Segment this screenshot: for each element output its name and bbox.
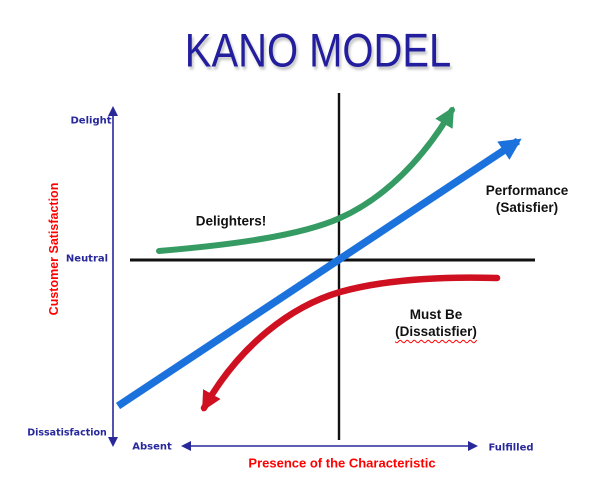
x-tick-absent: Absent [132,441,172,453]
y-tick-neutral: Neutral [65,253,109,265]
y-tick-delight: Delight [70,115,112,127]
performance-label-line2: (Satisfier) [495,200,559,215]
x-tick-fulfilled: Fulfilled [488,442,534,454]
must-be-label: Must Be (Dissatisfier) [395,306,477,340]
x-axis-title: Presence of the Characteristic [248,455,436,471]
performance-line [115,137,522,410]
must-be-label-line2: (Dissatisfier) [395,324,477,339]
page-title: KANO MODEL [184,23,452,77]
performance-label: Performance (Satisfier) [486,182,569,216]
delighters-curve [156,106,455,254]
performance-label-line1: Performance [485,182,569,198]
y-axis-title: Customer Satisfaction [47,182,61,316]
delighters-label: Delighters! [195,213,267,229]
must-be-label-line1: Must Be [409,306,463,322]
must-be-curve [200,274,501,412]
y-tick-dissatisfaction: Dissatisfaction [27,427,107,439]
